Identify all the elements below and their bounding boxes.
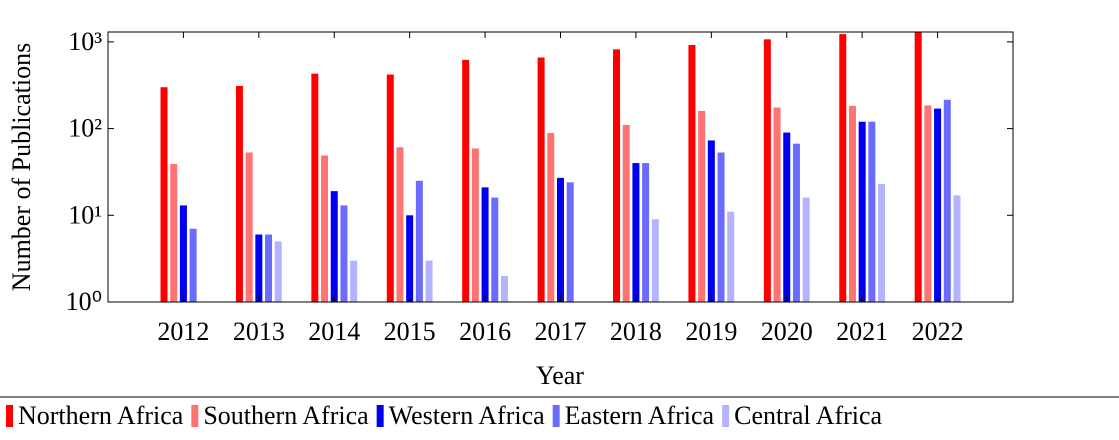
bar [245, 152, 253, 302]
bar [537, 57, 545, 302]
bar [547, 132, 555, 302]
bar [839, 34, 847, 302]
bar [698, 110, 706, 302]
bar [415, 180, 423, 302]
bar [566, 182, 574, 302]
legend-label: Western Africa [389, 401, 545, 430]
legend-swatch [6, 405, 13, 427]
legend-swatch [722, 405, 730, 427]
bar [622, 124, 630, 302]
x-tick-label: 2016 [459, 317, 511, 346]
legend-swatch [191, 405, 199, 427]
x-tick-label: 2013 [233, 317, 285, 346]
x-tick-label: 2014 [308, 317, 360, 346]
bar [189, 228, 197, 302]
bar [160, 87, 168, 302]
bar [170, 164, 178, 302]
x-tick-label: 2022 [912, 317, 964, 346]
bar [462, 59, 470, 302]
bar [934, 108, 942, 302]
bar [255, 234, 263, 302]
legend-label: Central Africa [734, 401, 882, 430]
bar [651, 219, 659, 302]
bar [274, 241, 282, 302]
x-tick-label: 2020 [761, 317, 813, 346]
bar [406, 215, 414, 302]
y-tick-label: 10² [68, 114, 102, 143]
x-tick-label: 2021 [836, 317, 888, 346]
bar [340, 205, 348, 302]
legend-label: Southern Africa [203, 401, 369, 430]
bar [632, 163, 640, 302]
bar [763, 39, 771, 302]
x-tick-label: 2015 [384, 317, 436, 346]
x-tick-label: 2017 [535, 317, 587, 346]
bar [386, 74, 394, 302]
bar [868, 121, 876, 302]
bar [491, 197, 499, 302]
bars [160, 32, 961, 302]
x-axis-label: Year [536, 361, 584, 390]
bar [425, 260, 433, 302]
legend-label: Northern Africa [18, 401, 184, 430]
bar [773, 107, 781, 302]
bar [235, 85, 243, 302]
bar [613, 49, 621, 302]
bar [707, 140, 715, 302]
legend-swatch [376, 405, 384, 427]
y-axis-label: Number of Publications [7, 43, 36, 291]
bar [953, 195, 961, 302]
y-tick-label: 10⁰ [66, 287, 102, 316]
bar [481, 187, 489, 302]
bar [350, 260, 358, 302]
bar [783, 132, 791, 302]
bar [717, 152, 725, 302]
bar [802, 197, 810, 302]
x-tick-label: 2018 [610, 317, 662, 346]
bar [557, 177, 564, 302]
x-tick-label: 2012 [157, 317, 209, 346]
bar [792, 143, 800, 302]
bar [914, 32, 922, 302]
bar [943, 99, 951, 302]
bar [878, 183, 886, 302]
bar [396, 147, 404, 302]
bar [642, 163, 650, 302]
y-tick-label: 10¹ [68, 200, 102, 229]
bar [500, 275, 508, 302]
bar [727, 211, 735, 302]
legend-label: Eastern Africa [565, 401, 715, 430]
bar [179, 205, 187, 302]
y-tick-label: 10³ [68, 27, 102, 56]
bar [848, 105, 856, 302]
x-tick-label: 2019 [685, 317, 737, 346]
bar [330, 191, 338, 302]
bar [688, 45, 696, 302]
bar [321, 155, 329, 302]
bar [924, 105, 932, 302]
bar [858, 121, 866, 302]
bar [471, 148, 479, 302]
bar [265, 234, 273, 302]
legend-swatch [552, 405, 560, 427]
bar [311, 73, 319, 302]
